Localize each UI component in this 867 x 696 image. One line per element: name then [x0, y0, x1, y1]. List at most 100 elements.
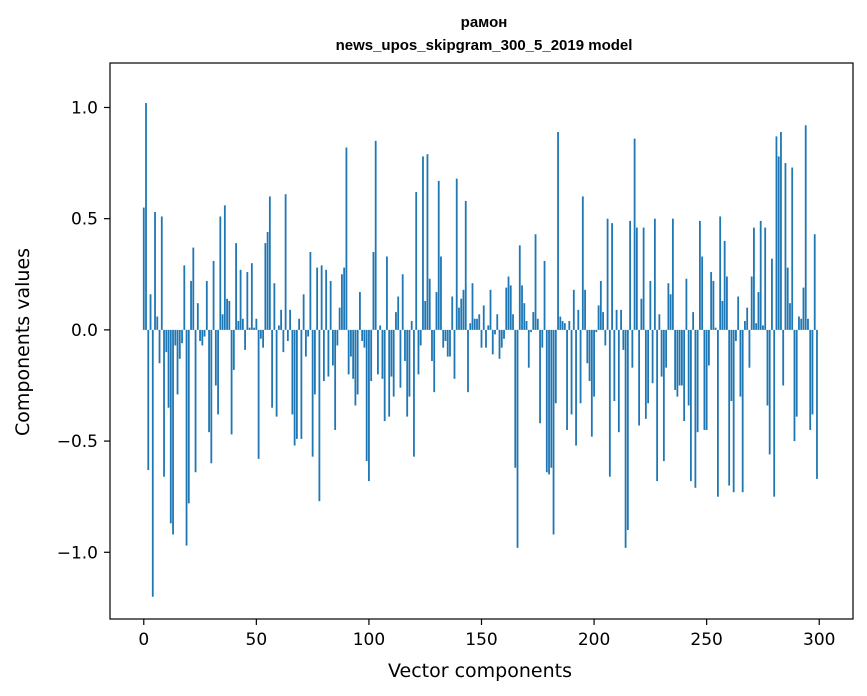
bar — [226, 298, 228, 330]
bar — [199, 329, 201, 341]
bar — [489, 289, 492, 330]
bar — [512, 314, 514, 330]
bar — [496, 314, 499, 330]
bar — [644, 329, 647, 419]
bar — [518, 245, 521, 330]
bar — [689, 329, 692, 482]
bar — [145, 103, 147, 330]
bar — [491, 329, 494, 355]
bar — [728, 329, 731, 486]
bar — [320, 265, 323, 330]
bar — [275, 329, 278, 417]
bar — [536, 318, 539, 330]
bar — [259, 329, 262, 339]
bar — [473, 318, 476, 330]
bar — [338, 307, 341, 330]
bar — [604, 329, 607, 346]
bar — [653, 218, 656, 330]
bar — [572, 289, 575, 330]
bar — [433, 329, 436, 393]
bar — [599, 280, 602, 330]
bar — [329, 280, 332, 330]
x-tick-label: 0 — [138, 630, 149, 650]
bar — [368, 329, 370, 482]
bar — [525, 320, 528, 330]
bar — [336, 329, 339, 346]
bar — [768, 329, 771, 455]
bar — [264, 243, 267, 330]
bar — [640, 298, 643, 330]
bar — [388, 329, 391, 417]
bar — [228, 300, 231, 330]
x-tick-label: 300 — [803, 630, 835, 650]
bar — [181, 329, 183, 344]
bar — [354, 329, 357, 406]
y-tick-label: 1.0 — [71, 98, 98, 118]
chart-title: рамон — [461, 14, 508, 31]
bar — [183, 265, 186, 330]
bar — [392, 329, 395, 397]
bar — [298, 318, 301, 330]
x-tick-label: 100 — [353, 630, 385, 650]
bar — [322, 329, 325, 382]
bar — [629, 220, 631, 330]
bar — [449, 329, 451, 357]
bar — [509, 285, 512, 330]
bar — [500, 329, 503, 348]
bar — [584, 289, 586, 330]
bar — [460, 298, 463, 330]
bar — [192, 247, 195, 330]
bar — [588, 329, 591, 382]
bar — [577, 309, 580, 330]
bar — [586, 329, 589, 364]
bar — [534, 234, 537, 330]
bar — [590, 329, 593, 437]
y-axis-ticks: −1.0 −0.5 0.0 0.5 1.0 — [57, 98, 110, 563]
bar — [347, 329, 350, 375]
bar — [345, 147, 348, 330]
bar — [557, 131, 559, 330]
bar — [548, 329, 550, 475]
bar — [262, 329, 264, 348]
bar — [730, 329, 733, 402]
bar — [471, 283, 474, 330]
bar — [669, 294, 672, 330]
bar — [521, 285, 523, 330]
bar — [710, 272, 713, 330]
bar — [741, 329, 744, 493]
y-tick-label: −0.5 — [57, 432, 98, 452]
bar — [507, 276, 510, 330]
bar — [732, 329, 735, 493]
bar — [633, 138, 636, 330]
bar — [662, 329, 665, 462]
bar — [680, 329, 683, 386]
bar — [332, 329, 334, 366]
bar — [356, 329, 359, 395]
bar — [559, 316, 562, 330]
bar — [683, 329, 686, 422]
bar — [271, 329, 274, 408]
bar — [156, 316, 159, 330]
x-tick-label: 250 — [690, 630, 722, 650]
x-tick-label: 50 — [246, 630, 268, 650]
y-tick-label: 0.0 — [71, 321, 98, 341]
bar — [651, 329, 654, 384]
bar — [313, 329, 316, 395]
bar — [163, 329, 165, 477]
bar — [780, 131, 782, 330]
bar — [325, 269, 328, 330]
x-tick-label: 150 — [465, 630, 497, 650]
bar — [318, 329, 321, 502]
bar — [719, 216, 722, 330]
bar — [379, 325, 382, 330]
bar — [363, 329, 366, 348]
bar — [793, 329, 796, 442]
bar — [606, 218, 609, 330]
bar — [284, 194, 287, 330]
bar — [638, 329, 641, 426]
bar — [397, 296, 400, 330]
bar — [374, 140, 377, 330]
bar — [753, 227, 755, 330]
bar — [554, 329, 557, 404]
